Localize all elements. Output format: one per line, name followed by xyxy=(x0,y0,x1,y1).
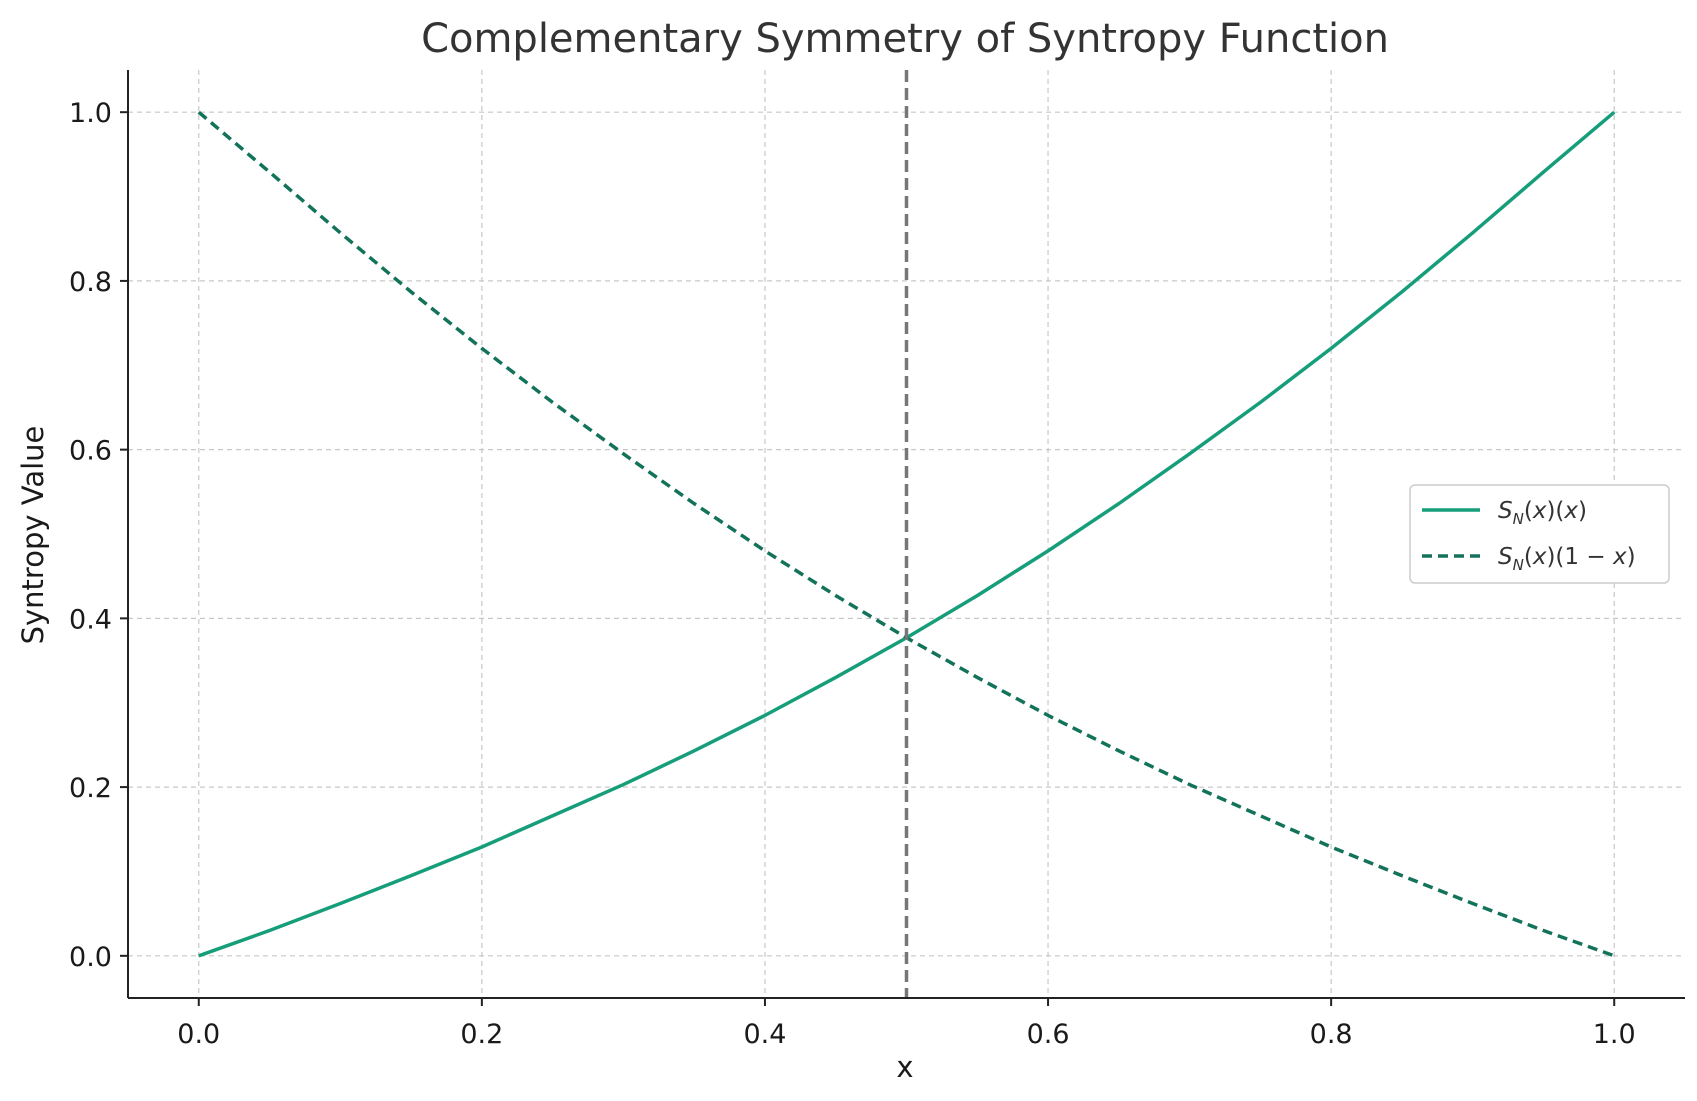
x-axis-label: x xyxy=(896,1050,913,1084)
x-tick-label-5: 1.0 xyxy=(1593,1019,1636,1050)
legend-label-dashed: SN(x)(1 − x) xyxy=(1498,544,1636,574)
y-tick-label-4: 0.8 xyxy=(69,267,112,298)
x-tick-label-3: 0.6 xyxy=(1027,1019,1070,1050)
y-axis-label: Syntropy Value xyxy=(16,426,50,645)
x-tick-label-1: 0.2 xyxy=(460,1019,503,1050)
y-tick-label-1: 0.2 xyxy=(69,773,112,804)
y-axis-ticks: 0.0 0.2 0.4 0.6 0.8 1.0 xyxy=(69,98,128,973)
x-tick-label-4: 0.8 xyxy=(1310,1019,1353,1050)
y-tick-label-2: 0.4 xyxy=(69,604,112,635)
y-tick-label-0: 0.0 xyxy=(69,942,112,973)
legend: SN(x)(x) SN(x)(1 − x) xyxy=(1409,484,1670,584)
x-axis-ticks: 0.0 0.2 0.4 0.6 0.8 1.0 xyxy=(177,998,1636,1050)
chart-title: Complementary Symmetry of Syntropy Funct… xyxy=(421,16,1389,62)
y-tick-label-3: 0.6 xyxy=(69,436,112,467)
x-tick-label-0: 0.0 xyxy=(177,1019,220,1050)
x-tick-label-2: 0.4 xyxy=(743,1019,786,1050)
legend-label-solid: SN(x)(x) xyxy=(1498,498,1587,528)
y-tick-label-5: 1.0 xyxy=(69,98,112,129)
plot-area xyxy=(197,70,1616,998)
